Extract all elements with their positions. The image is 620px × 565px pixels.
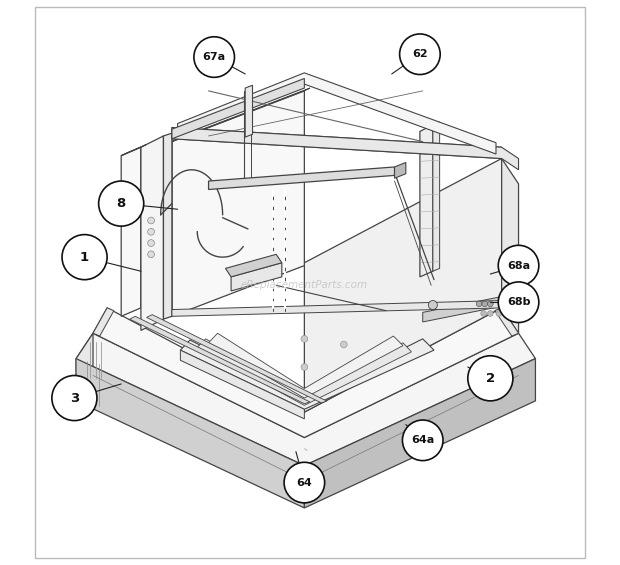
Circle shape: [194, 37, 234, 77]
Polygon shape: [420, 125, 433, 277]
Text: eReplacementParts.com: eReplacementParts.com: [241, 280, 368, 290]
Text: 8: 8: [117, 197, 126, 210]
Polygon shape: [304, 159, 502, 412]
Polygon shape: [495, 308, 518, 336]
Circle shape: [496, 311, 502, 316]
Circle shape: [284, 462, 325, 503]
Polygon shape: [121, 145, 146, 156]
Text: 68a: 68a: [507, 260, 530, 271]
Text: 68b: 68b: [507, 297, 530, 307]
Text: 2: 2: [486, 372, 495, 385]
Circle shape: [482, 301, 487, 307]
Polygon shape: [180, 350, 304, 419]
Polygon shape: [141, 139, 172, 316]
Circle shape: [498, 282, 539, 323]
Polygon shape: [164, 133, 172, 319]
Polygon shape: [304, 359, 536, 508]
Polygon shape: [76, 333, 536, 466]
Circle shape: [487, 311, 493, 316]
Polygon shape: [121, 147, 141, 316]
Text: 64: 64: [296, 477, 312, 488]
Circle shape: [340, 341, 347, 348]
Polygon shape: [172, 301, 502, 316]
Polygon shape: [130, 316, 310, 403]
Circle shape: [468, 356, 513, 401]
Polygon shape: [177, 73, 496, 154]
Text: 67a: 67a: [203, 52, 226, 62]
Polygon shape: [172, 88, 310, 142]
Circle shape: [301, 364, 308, 371]
Polygon shape: [93, 308, 114, 336]
Circle shape: [498, 245, 539, 286]
Polygon shape: [394, 163, 406, 178]
Polygon shape: [172, 79, 304, 139]
Polygon shape: [208, 167, 394, 189]
Text: 1: 1: [80, 251, 89, 264]
Circle shape: [487, 301, 493, 307]
Circle shape: [148, 228, 154, 235]
Polygon shape: [226, 254, 282, 277]
Polygon shape: [172, 128, 518, 170]
Polygon shape: [146, 315, 327, 403]
Circle shape: [402, 420, 443, 460]
Circle shape: [301, 336, 308, 342]
Text: 64a: 64a: [411, 435, 435, 445]
Polygon shape: [172, 128, 502, 159]
Text: 62: 62: [412, 49, 428, 59]
Polygon shape: [180, 339, 434, 409]
Circle shape: [400, 34, 440, 75]
Circle shape: [476, 301, 482, 307]
Polygon shape: [423, 297, 502, 322]
Text: 3: 3: [70, 392, 79, 405]
Polygon shape: [433, 122, 440, 271]
Polygon shape: [93, 308, 518, 437]
Circle shape: [148, 217, 154, 224]
Polygon shape: [172, 91, 304, 316]
Polygon shape: [208, 333, 403, 398]
Polygon shape: [502, 159, 518, 333]
Polygon shape: [197, 339, 412, 405]
Polygon shape: [231, 263, 282, 291]
Polygon shape: [76, 359, 304, 508]
Circle shape: [148, 240, 154, 246]
Circle shape: [480, 311, 487, 316]
Circle shape: [62, 234, 107, 280]
Polygon shape: [141, 136, 164, 331]
Polygon shape: [76, 333, 93, 401]
Polygon shape: [288, 490, 321, 501]
Circle shape: [148, 251, 154, 258]
Circle shape: [428, 301, 437, 310]
Circle shape: [99, 181, 144, 226]
Polygon shape: [245, 85, 252, 137]
Circle shape: [52, 376, 97, 420]
